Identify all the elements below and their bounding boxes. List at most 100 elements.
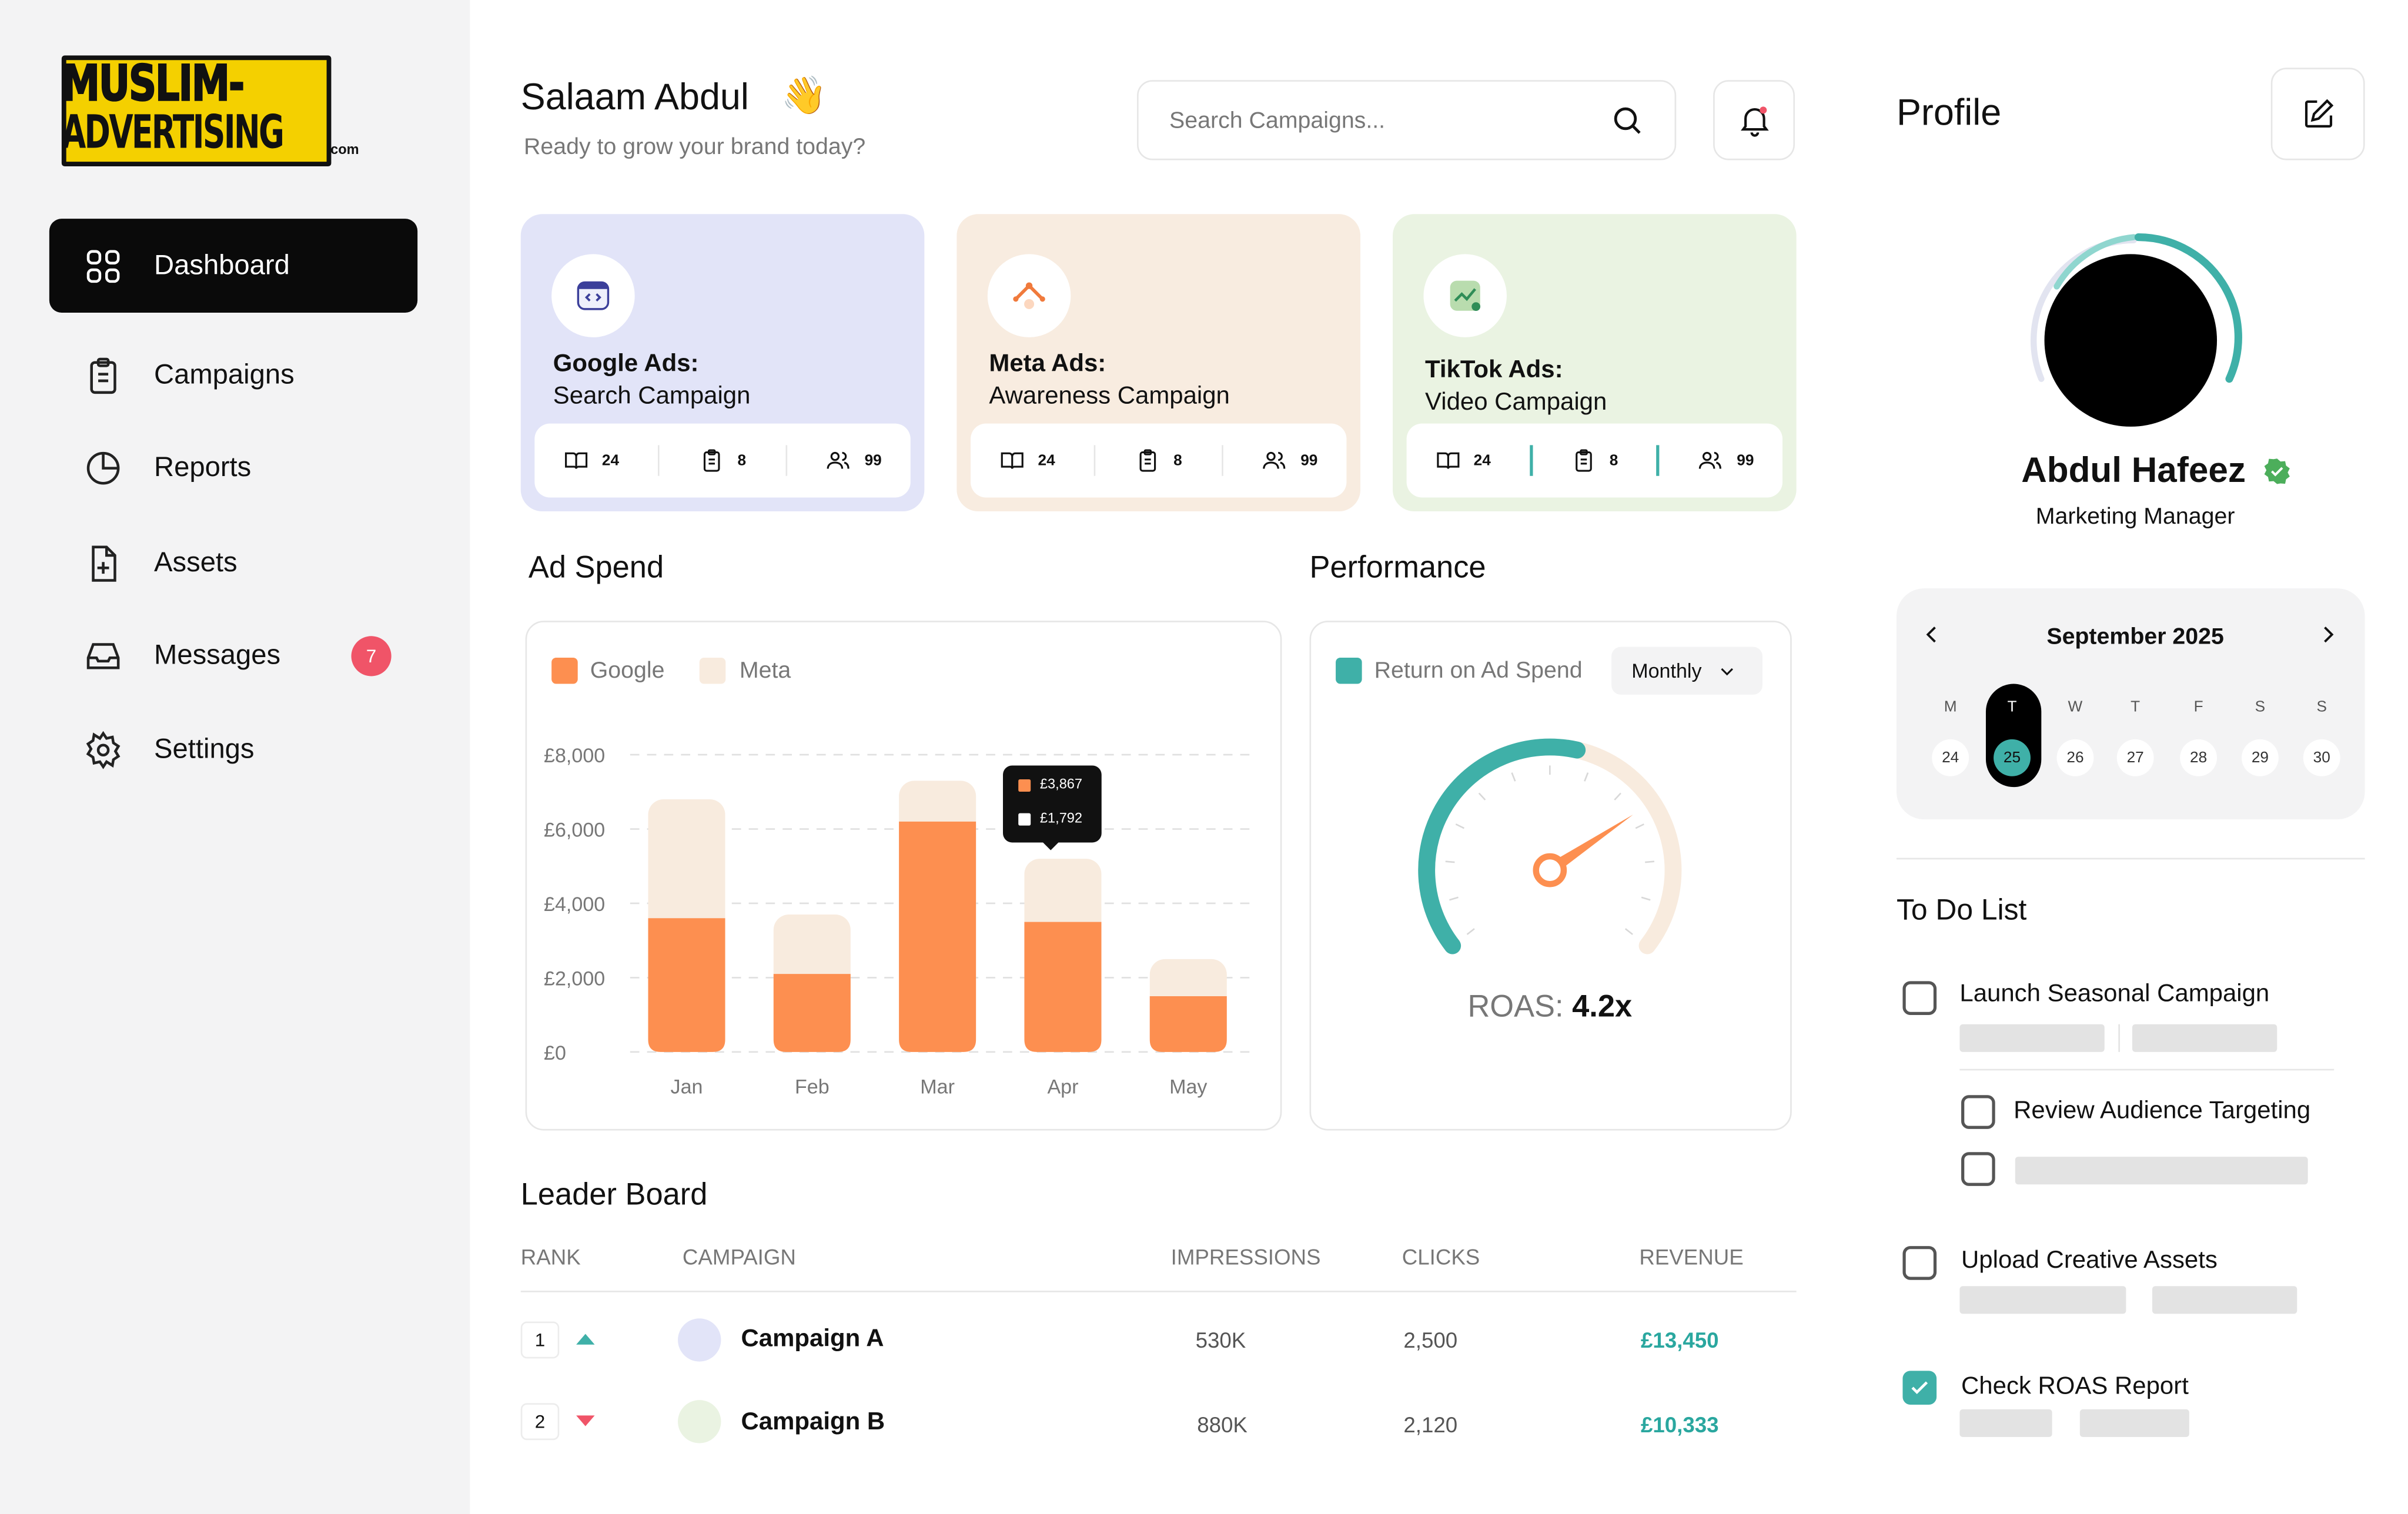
calendar-day[interactable]: 27 — [2116, 739, 2154, 776]
campaign-card-tiktok[interactable]: TikTok Ads: Video Campaign 24 8 99 — [1393, 214, 1797, 512]
tooltip-meta-swatch — [1018, 813, 1031, 826]
column-header-clicks[interactable]: CLICKS — [1402, 1244, 1480, 1270]
todo-item-label: Upload Creative Assets — [1961, 1247, 2218, 1274]
calendar-day-header: S — [2316, 699, 2327, 716]
calendar-day-header: T — [2007, 699, 2017, 716]
placeholder-bar — [1959, 1024, 2105, 1052]
bar-google[interactable] — [899, 821, 976, 1052]
bar-google[interactable] — [648, 918, 725, 1052]
column-header-campaign[interactable]: CAMPAIGN — [682, 1244, 796, 1270]
clicks-value: 2,120 — [1403, 1412, 1458, 1438]
card-campaign: Search Campaign — [553, 383, 751, 410]
table-row[interactable]: 1 Campaign A 530K 2,500 £13,450 — [520, 1312, 1797, 1368]
calendar-day-selected[interactable]: 25 — [1994, 739, 2031, 776]
notifications-button[interactable] — [1713, 80, 1795, 160]
sidebar-item-campaigns[interactable]: Campaigns — [49, 328, 417, 422]
legend-google-label: Google — [590, 657, 665, 684]
divider — [1896, 858, 2365, 860]
clipboard-icon — [1575, 449, 1592, 472]
brand-logo-line2: ADVERTISING — [61, 106, 285, 160]
chevron-right-icon[interactable] — [2316, 622, 2340, 647]
calendar-day[interactable]: 29 — [2241, 739, 2279, 776]
table-row[interactable]: 2 Campaign B 880K 2,120 £10,333 — [520, 1395, 1797, 1451]
brand-logo[interactable] — [61, 55, 332, 167]
x-tick-label: Jan — [671, 1076, 703, 1098]
search-icon[interactable] — [1610, 103, 1644, 138]
brand-logo-line1: MUSLIM- — [61, 53, 245, 113]
clicks-value: 2,500 — [1403, 1327, 1458, 1352]
calendar-widget — [1896, 588, 2365, 820]
sidebar-item-label: Campaigns — [154, 359, 295, 390]
avatar[interactable] — [2044, 254, 2218, 427]
todo-checkbox[interactable] — [1961, 1095, 1995, 1129]
calendar-day-header: F — [2193, 699, 2203, 716]
trend-chart-icon — [1423, 254, 1507, 337]
placeholder-bar — [2015, 1157, 2308, 1185]
column-header-revenue[interactable]: REVENUE — [1639, 1244, 1744, 1270]
calendar-day[interactable]: 28 — [2180, 739, 2218, 776]
sidebar-item-assets[interactable]: Assets — [49, 516, 417, 610]
todo-checkbox[interactable] — [1902, 1246, 1937, 1280]
calendar-day-header: S — [2255, 699, 2266, 716]
clipboard-icon — [703, 449, 720, 472]
gauge-tick — [1478, 792, 1486, 800]
todo-checkbox[interactable] — [1902, 981, 1937, 1015]
book-icon — [1436, 452, 1459, 469]
sidebar-item-settings[interactable]: Settings — [49, 702, 417, 796]
trend-down-icon — [576, 1415, 595, 1426]
legend-google-swatch — [551, 657, 578, 684]
brand-logo-suffix: .com — [326, 142, 359, 158]
edit-icon — [2304, 99, 2333, 128]
column-header-rank[interactable]: RANK — [520, 1244, 581, 1270]
todo-checkbox[interactable] — [1961, 1152, 1995, 1186]
gauge-tick — [1614, 792, 1621, 800]
book-icon — [1000, 452, 1024, 469]
gear-icon — [86, 730, 121, 769]
sidebar-item-dashboard[interactable]: Dashboard — [49, 219, 418, 313]
bell-icon — [1740, 106, 1768, 137]
edit-profile-button[interactable] — [2270, 68, 2365, 160]
card-platform: TikTok Ads: — [1425, 357, 1563, 384]
campaign-card-meta[interactable]: Meta Ads: Awareness Campaign 24 8 99 — [956, 214, 1360, 512]
card-stats: 24 8 99 — [970, 423, 1347, 498]
calendar-day[interactable]: 26 — [2056, 739, 2094, 776]
users-icon — [827, 451, 850, 469]
stat-tasks: 8 — [699, 448, 746, 473]
calendar-day[interactable]: 24 — [1932, 739, 1969, 776]
verified-badge-icon — [2264, 458, 2290, 484]
bar-google[interactable] — [1024, 922, 1102, 1052]
stat-books: 24 — [1435, 448, 1491, 473]
card-campaign: Awareness Campaign — [989, 383, 1230, 410]
clipboard-icon — [90, 357, 116, 393]
tooltip-google-swatch — [1018, 779, 1031, 792]
sidebar-item-messages[interactable]: Messages — [49, 608, 417, 702]
campaign-name: Campaign A — [741, 1326, 884, 1352]
column-header-impressions[interactable]: IMPRESSIONS — [1170, 1244, 1321, 1270]
impressions-value: 880K — [1197, 1412, 1248, 1438]
sidebar-item-label: Settings — [154, 733, 255, 764]
card-platform: Meta Ads: — [989, 351, 1106, 378]
campaign-avatar — [678, 1400, 721, 1443]
calendar-day-header: T — [2131, 699, 2141, 716]
gauge-tick — [1511, 772, 1516, 782]
placeholder-bar — [2152, 1286, 2297, 1314]
ad-spend-title: Ad Spend — [528, 551, 664, 585]
sidebar-item-reports[interactable]: Reports — [49, 420, 417, 514]
legend-roas-swatch — [1336, 657, 1362, 684]
gauge-tick — [1641, 896, 1651, 901]
search-input[interactable]: Search Campaigns... — [1137, 80, 1677, 160]
table-divider — [520, 1291, 1797, 1292]
calendar-day[interactable]: 30 — [2303, 739, 2340, 776]
bar-google[interactable] — [773, 974, 851, 1052]
period-dropdown[interactable]: Monthly — [1611, 647, 1762, 695]
bar-google[interactable] — [1149, 996, 1227, 1052]
todo-checkbox-checked[interactable] — [1902, 1371, 1937, 1405]
period-value: Monthly — [1631, 659, 1702, 682]
code-window-icon — [551, 254, 635, 337]
campaign-card-google[interactable]: Google Ads: Search Campaign 24 8 99 — [520, 214, 925, 512]
chevron-left-icon[interactable] — [1919, 622, 1944, 647]
campaign-name: Campaign B — [741, 1409, 885, 1436]
card-campaign: Video Campaign — [1425, 390, 1607, 416]
roas-label: ROAS: — [1467, 990, 1564, 1024]
inbox-icon — [86, 642, 120, 669]
